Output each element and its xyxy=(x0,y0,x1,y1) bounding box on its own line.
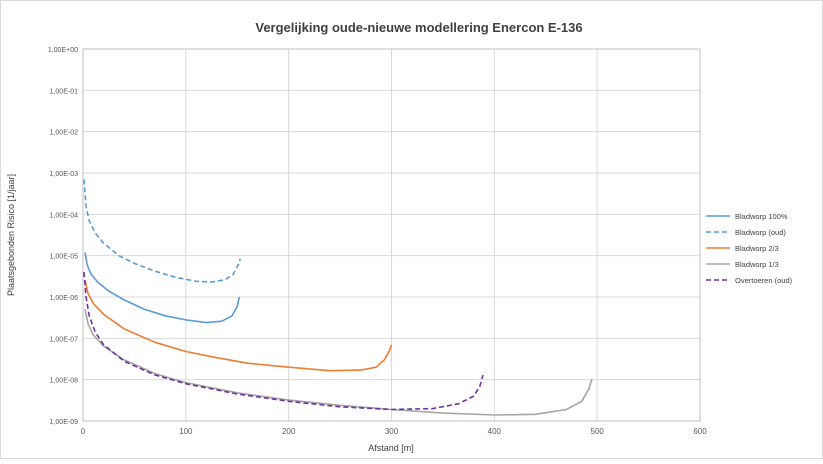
y-tick-label: 1,00E+00 xyxy=(48,47,78,54)
grid xyxy=(83,48,700,422)
x-axis-tick-labels: 0 100 200 300 400 500 600 xyxy=(81,427,707,436)
series-line xyxy=(84,309,593,416)
legend-label: Bladworp 100% xyxy=(735,212,788,221)
legend-label: Bladworp (oud) xyxy=(735,228,786,237)
series-line xyxy=(84,252,241,324)
x-tick-label: 0 xyxy=(81,427,86,436)
x-tick-label: 100 xyxy=(179,427,193,436)
series-line xyxy=(84,280,393,372)
legend-label: Bladworp 1/3 xyxy=(735,260,779,269)
y-axis-label: Plaatsgebonden Risico [1/jaar] xyxy=(6,174,16,296)
chart-title: Vergelijking oude-nieuwe modellering Ene… xyxy=(255,20,582,35)
legend-label: Overtoeren (oud) xyxy=(735,276,793,285)
y-tick-label: 1,00E-07 xyxy=(50,336,79,343)
x-tick-label: 300 xyxy=(385,427,399,436)
legend-label: Bladworp 2/3 xyxy=(735,244,779,253)
series-line xyxy=(83,272,484,411)
y-tick-label: 1,00E-05 xyxy=(50,254,79,261)
x-tick-label: 200 xyxy=(282,427,296,436)
y-tick-label: 1,00E-06 xyxy=(50,295,79,302)
y-tick-label: 1,00E-08 xyxy=(50,378,79,385)
plot-area xyxy=(82,48,701,422)
y-tick-label: 1,00E-03 xyxy=(50,171,79,178)
y-tick-label: 1,00E-01 xyxy=(50,88,79,95)
y-tick-label: 1,00E-04 xyxy=(50,212,79,219)
y-tick-label: 1,00E-02 xyxy=(50,130,79,137)
x-axis-label: Afstand [m] xyxy=(368,443,414,453)
x-tick-label: 400 xyxy=(488,427,502,436)
series-lines xyxy=(83,179,593,416)
x-tick-label: 500 xyxy=(590,427,604,436)
legend: Bladworp 100% Bladworp (oud) Bladworp 2/3 B… xyxy=(706,212,793,285)
y-tick-label: 1,00E-09 xyxy=(50,419,79,426)
y-axis-tick-labels: 1,00E+00 1,00E-01 1,00E-02 1,00E-03 1,00E-04… xyxy=(48,47,78,426)
x-tick-label: 600 xyxy=(693,427,707,436)
